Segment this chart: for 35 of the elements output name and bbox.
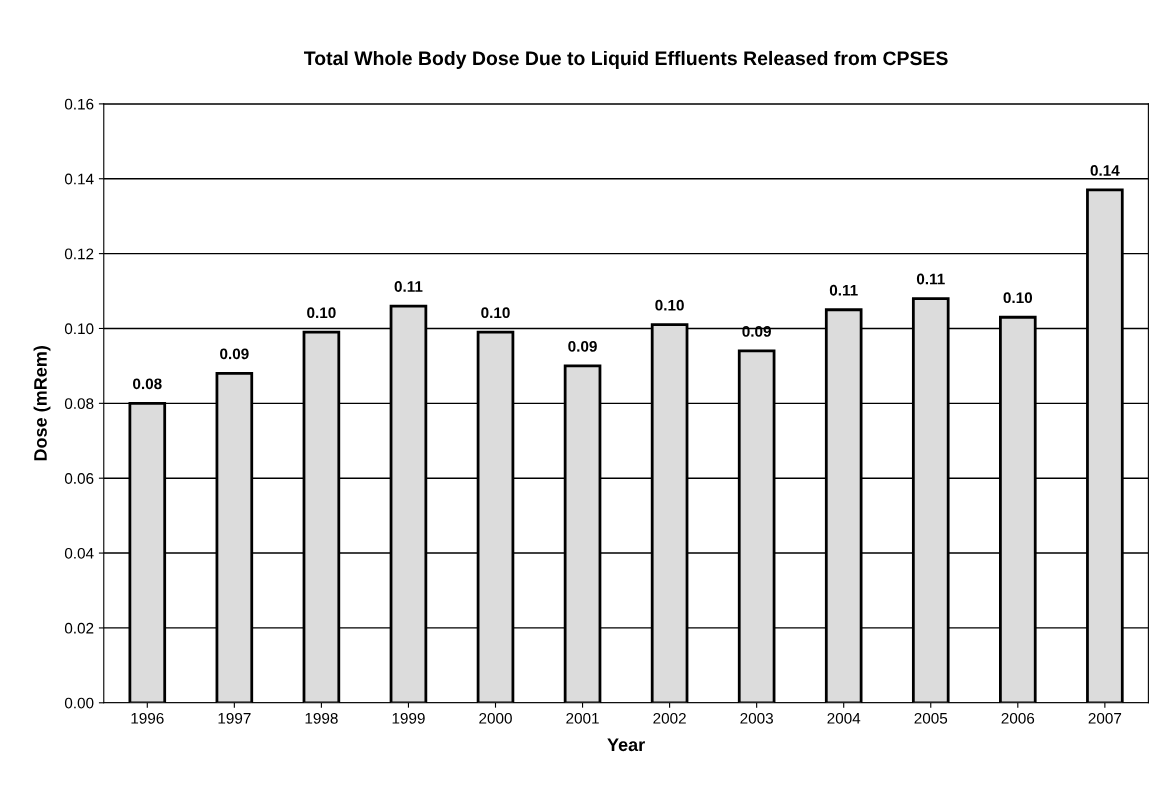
data-label: 0.10 bbox=[1003, 292, 1033, 304]
y-tick-label: 0.16 bbox=[64, 98, 94, 110]
y-tick-label: 0.12 bbox=[64, 248, 94, 260]
data-label: 0.10 bbox=[655, 299, 684, 311]
y-tick-label: 0.14 bbox=[64, 173, 94, 185]
x-tick-label: 1998 bbox=[305, 712, 338, 724]
data-label: 0.10 bbox=[481, 307, 510, 319]
data-label: 0.08 bbox=[133, 378, 162, 390]
data-label: 0.11 bbox=[829, 284, 858, 296]
data-label: 0.11 bbox=[394, 281, 423, 292]
x-tick-label: 2007 bbox=[1088, 712, 1122, 724]
y-tick-label: 0.00 bbox=[64, 697, 94, 709]
y-tick-label: 0.10 bbox=[64, 323, 94, 335]
data-label: 0.09 bbox=[568, 340, 597, 352]
x-tick-label: 2002 bbox=[653, 712, 686, 724]
y-tick-label: 0.02 bbox=[64, 622, 94, 634]
y-tick-label: 0.08 bbox=[64, 398, 94, 410]
y-axis-title: Dose (mRem) bbox=[33, 346, 51, 461]
x-tick-label: 2006 bbox=[1001, 712, 1035, 724]
chart-title: Total Whole Body Dose Due to Liquid Effluents Released from CPSES bbox=[304, 50, 948, 70]
x-tick-label: 2005 bbox=[914, 712, 948, 724]
x-tick-label: 2000 bbox=[479, 712, 512, 724]
y-tick-label: 0.04 bbox=[64, 547, 94, 559]
x-tick-label: 1996 bbox=[131, 712, 164, 724]
x-tick-label: 1999 bbox=[392, 712, 425, 724]
data-label: 0.09 bbox=[220, 348, 249, 360]
x-tick-label: 2004 bbox=[827, 712, 861, 724]
x-tick-label: 2003 bbox=[740, 712, 773, 724]
y-tick-label: 0.06 bbox=[64, 473, 94, 484]
x-tick-label: 1997 bbox=[218, 712, 251, 724]
x-axis-title: Year bbox=[607, 738, 645, 752]
data-label: 0.14 bbox=[1090, 165, 1120, 176]
x-tick-label: 2001 bbox=[566, 712, 599, 724]
data-label: 0.10 bbox=[307, 307, 336, 319]
data-label: 0.11 bbox=[916, 273, 945, 285]
